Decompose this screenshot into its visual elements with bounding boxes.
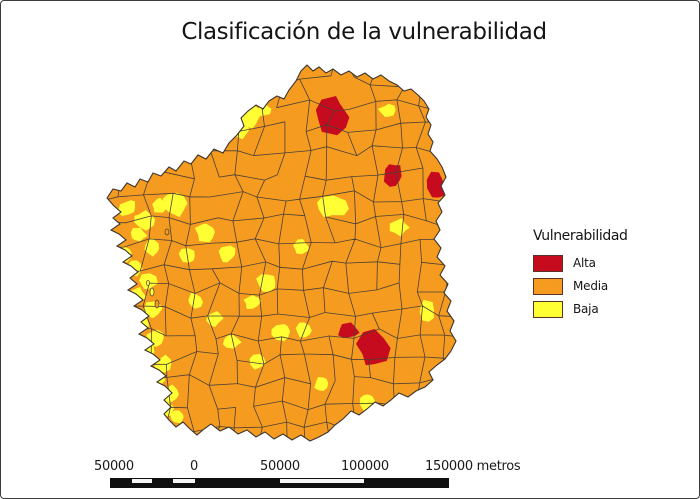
scale-tick-label: 150000 metros [425, 459, 521, 474]
scale-bar-segment [364, 479, 448, 483]
scale-bar-segments [111, 479, 448, 484]
page-title: Clasificación de la vulnerabilidad [181, 19, 547, 45]
legend-label-alta: Alta [573, 256, 596, 270]
media-color-swatch [533, 277, 563, 295]
scale-bar-segment [111, 479, 132, 483]
scale-bar-segment [152, 479, 173, 483]
baja-color-swatch [533, 300, 563, 318]
scale-bar-segment [173, 479, 195, 483]
scale-tick-label: 50000 [260, 459, 300, 474]
legend-label-media: Media [573, 279, 609, 293]
scale-bar-baseline [111, 484, 448, 488]
legend-label-baja: Baja [573, 302, 599, 316]
scale-bar-segment [280, 479, 364, 483]
scale-tick-label: 50000 [94, 459, 134, 474]
legend-title: Vulnerabilidad [533, 228, 628, 244]
alta-color-swatch [533, 254, 563, 272]
scale-bar [110, 478, 449, 488]
scale-bar-segment [195, 479, 280, 483]
legend-item-alta: Alta [533, 254, 628, 272]
legend: Vulnerabilidad Alta Media Baja [533, 228, 628, 323]
scale-tick-label: 100000 [341, 459, 389, 474]
scale-bar-segment [132, 479, 152, 483]
scale-tick-label: 0 [190, 459, 198, 474]
legend-item-baja: Baja [533, 300, 628, 318]
legend-item-media: Media [533, 277, 628, 295]
